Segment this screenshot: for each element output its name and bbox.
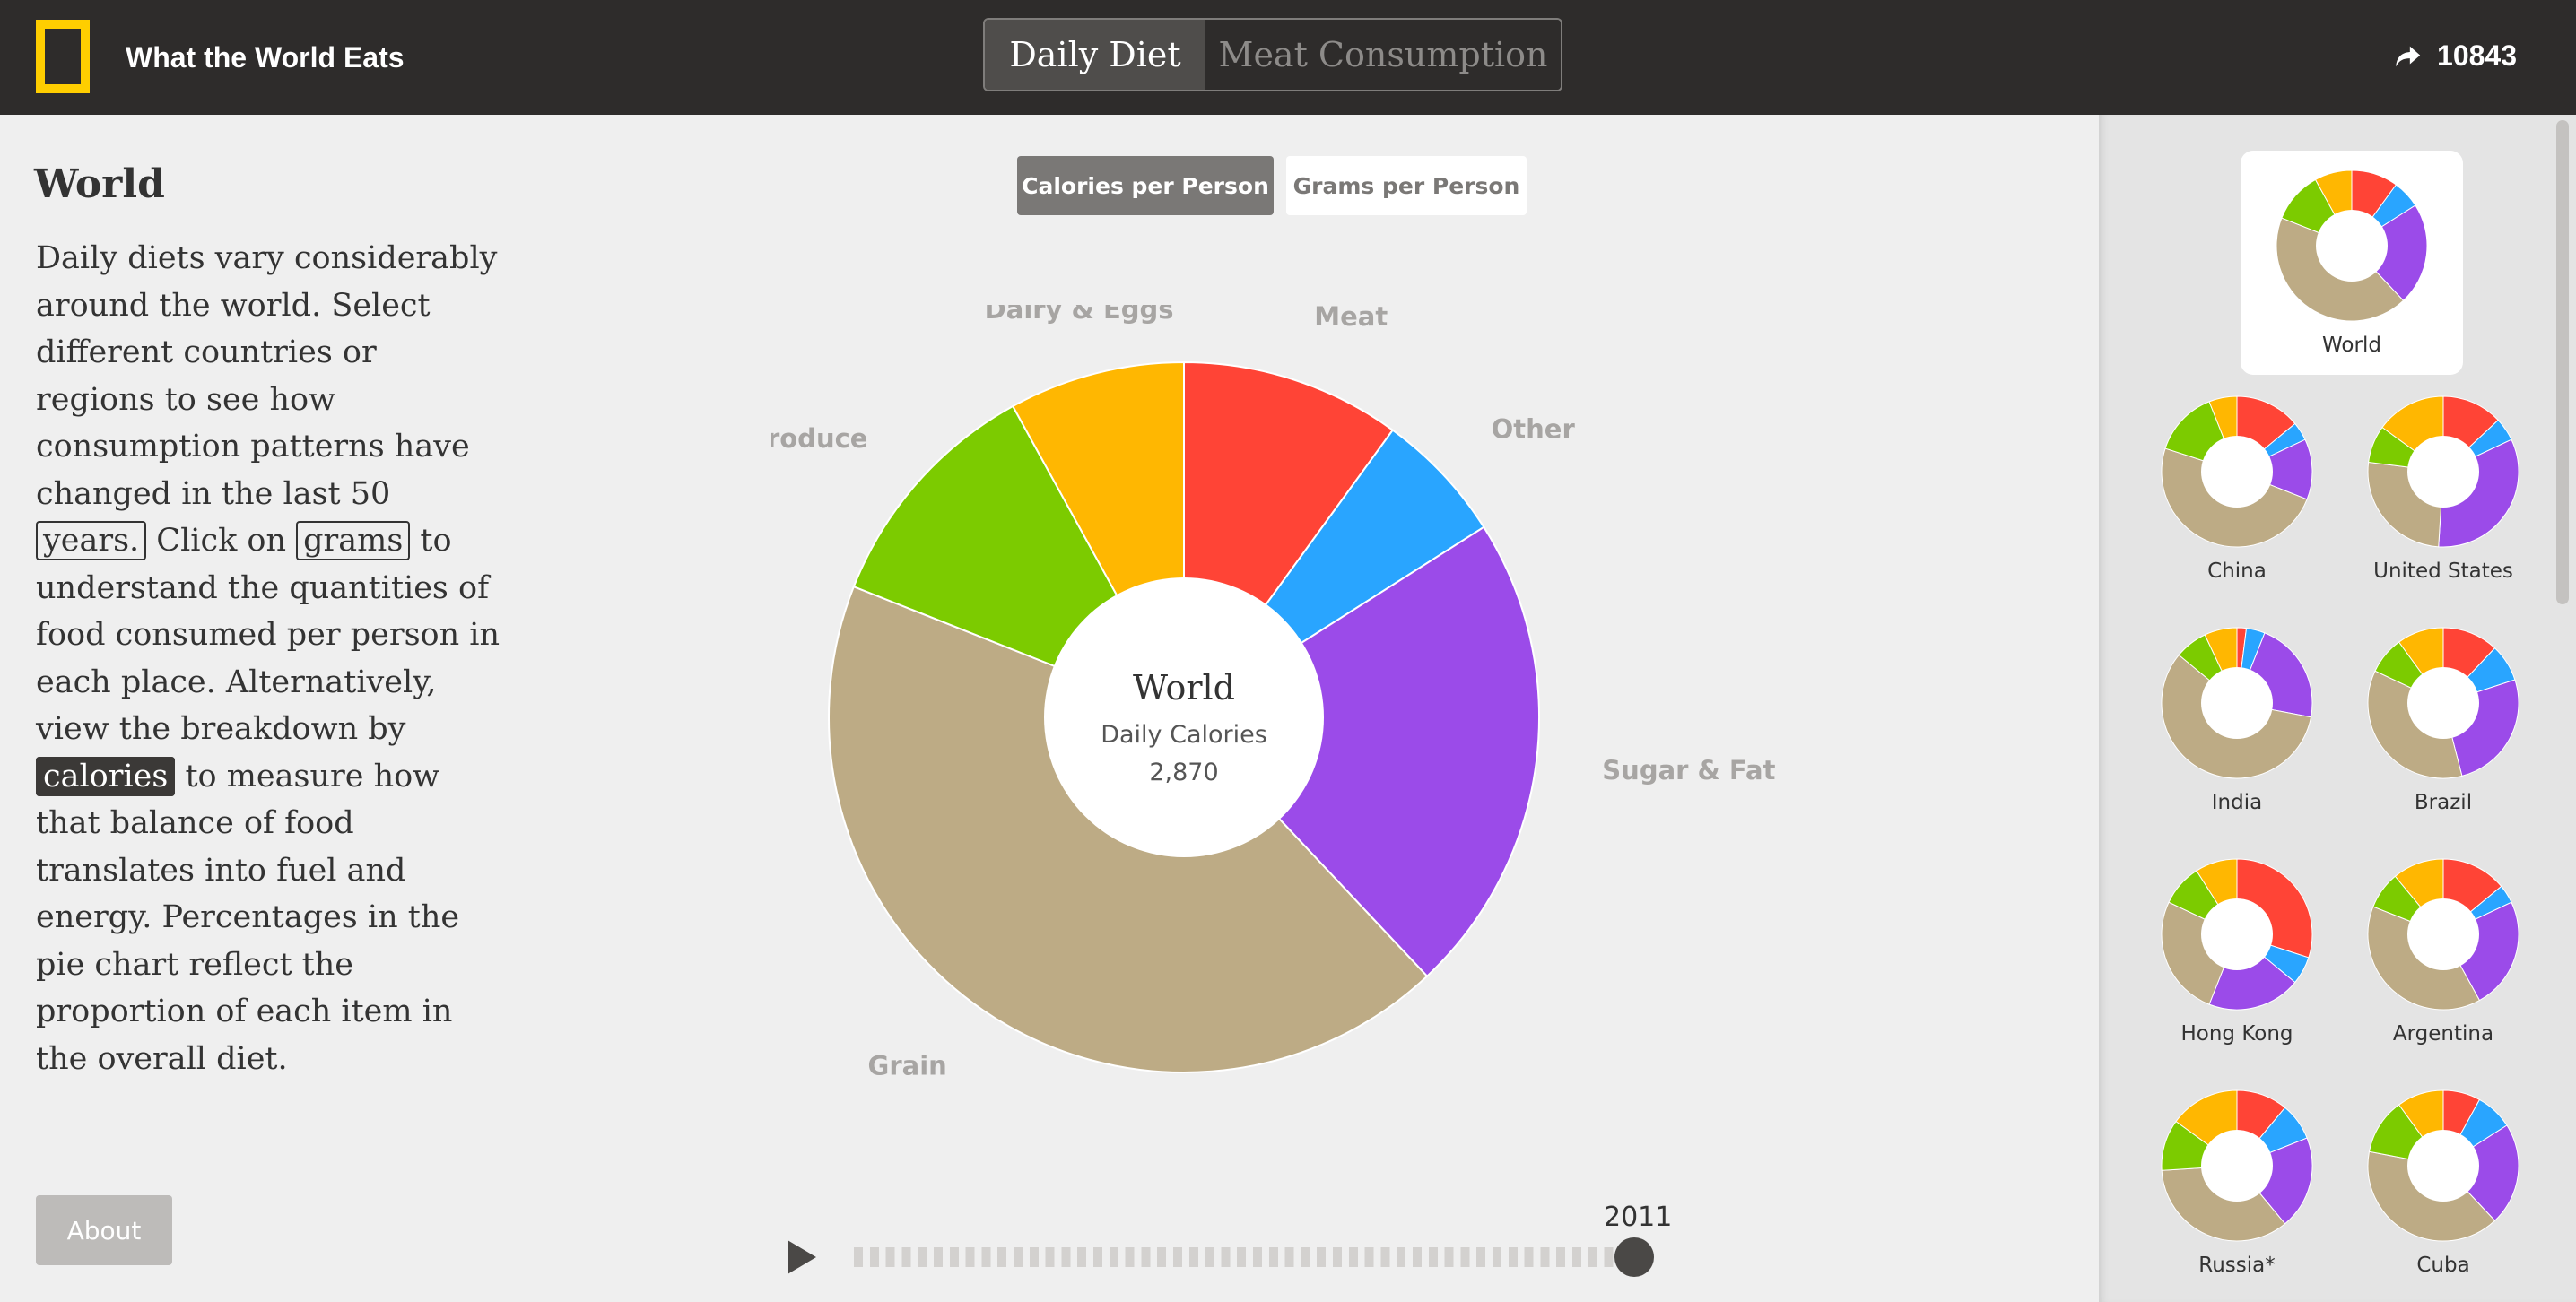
region-donut [2161, 1089, 2313, 1242]
description-text: to measure how that balance of food tran… [36, 758, 460, 1077]
chart-center-value: 2,870 [1149, 759, 1218, 786]
sidebar-scrollbar[interactable] [2556, 120, 2569, 604]
donut-slice-sugar-fat [2351, 204, 2428, 301]
share-arrow-icon [2396, 46, 2421, 66]
share-button[interactable]: 10843 [2392, 39, 2517, 73]
region-item-world[interactable]: World [2241, 151, 2463, 375]
years-tag[interactable]: years. [36, 521, 147, 560]
region-item-label: United States [2373, 560, 2513, 583]
share-count: 10843 [2437, 39, 2517, 72]
slice-sugar-fat[interactable] [1182, 525, 1540, 978]
region-item-russia[interactable]: Russia* [2126, 1087, 2348, 1277]
region-donut [2367, 858, 2519, 1011]
grams-tag[interactable]: grams [296, 521, 411, 560]
region-donut [2367, 627, 2519, 779]
region-item-label: Brazil [2414, 791, 2473, 814]
donut-slice-sugar-fat [2442, 1124, 2519, 1221]
region-item-brazil[interactable]: Brazil [2332, 624, 2554, 814]
description-text: to understand the quantities of food con… [36, 523, 500, 747]
region-item-label: Argentina [2392, 1022, 2494, 1046]
chart-center-circle [1044, 577, 1324, 857]
timeline-handle[interactable] [1614, 1237, 1654, 1277]
region-item-argentina[interactable]: Argentina [2332, 855, 2554, 1046]
tab-daily-diet[interactable]: Daily Diet [985, 20, 1205, 90]
donut-hole [2201, 667, 2273, 739]
region-item-label: China [2207, 560, 2267, 583]
calories-tag[interactable]: calories [36, 756, 176, 796]
slice-label-other: Other [1492, 413, 1576, 444]
about-button[interactable]: About [36, 1195, 172, 1265]
description-text: Daily diets vary considerably around the… [36, 240, 498, 512]
slice-label-produce: Produce [771, 423, 867, 454]
national-geographic-logo-icon[interactable] [36, 20, 90, 93]
slice-label-sugar-fat: Sugar & Fat [1602, 755, 1775, 786]
tab-meat-consumption[interactable]: Meat Consumption [1205, 20, 1561, 90]
app-title: What the World Eats [126, 41, 405, 74]
region-item-united-states[interactable]: United States [2332, 393, 2554, 583]
slice-label-grain: Grain [868, 1051, 947, 1081]
donut-hole [2201, 898, 2273, 970]
donut-slice-grain [2161, 1165, 2286, 1242]
view-tabs: Daily Diet Meat Consumption [983, 18, 1562, 91]
donut-hole [2407, 667, 2479, 739]
grams-per-person-button[interactable]: Grams per Person [1286, 156, 1527, 215]
region-donut [2161, 627, 2313, 779]
region-description: Daily diets vary considerably around the… [36, 235, 502, 1082]
region-item-label: Russia* [2198, 1254, 2276, 1277]
region-donut [2367, 1089, 2519, 1242]
app-header: What the World Eats Daily Diet Meat Cons… [0, 0, 2576, 115]
region-donut [2367, 395, 2519, 548]
region-item-hong-kong[interactable]: Hong Kong [2126, 855, 2348, 1046]
donut-hole [2316, 210, 2388, 282]
play-icon[interactable] [788, 1240, 816, 1274]
chart-center-label: Daily Calories [1101, 721, 1267, 749]
region-donut [2161, 858, 2313, 1011]
slice-label-meat: Meat [1314, 305, 1388, 332]
timeline-year: 2011 [1604, 1202, 1673, 1233]
slice-label-dairy-eggs: Dairy & Eggs [985, 305, 1174, 325]
chart-center-title: World [1133, 668, 1235, 707]
region-item-cuba[interactable]: Cuba [2332, 1087, 2554, 1277]
timeline-track[interactable] [854, 1247, 1634, 1267]
region-title: World [34, 161, 165, 207]
diet-pie-chart: Meat Other Sugar & Fat Grain Produce Dairy & … [771, 305, 1776, 1081]
region-item-label: Hong Kong [2180, 1022, 2293, 1046]
donut-hole [2407, 1130, 2479, 1202]
region-item-china[interactable]: China [2126, 393, 2348, 583]
region-donut [2161, 395, 2313, 548]
region-sidebar: World China United States India Brazil Hong K… [2099, 115, 2576, 1302]
donut-hole [2201, 436, 2273, 508]
description-text: Click on [146, 523, 297, 559]
region-item-label: World [2322, 334, 2381, 357]
donut-hole [2407, 436, 2479, 508]
donut-hole [2407, 898, 2479, 970]
region-item-label: India [2211, 791, 2263, 814]
region-item-label: Cuba [2416, 1254, 2470, 1277]
calories-per-person-button[interactable]: Calories per Person [1017, 156, 1274, 215]
region-donut [2276, 169, 2428, 322]
region-item-india[interactable]: India [2126, 624, 2348, 814]
donut-hole [2201, 1130, 2273, 1202]
donut-slice-sugar-fat [2235, 438, 2313, 500]
